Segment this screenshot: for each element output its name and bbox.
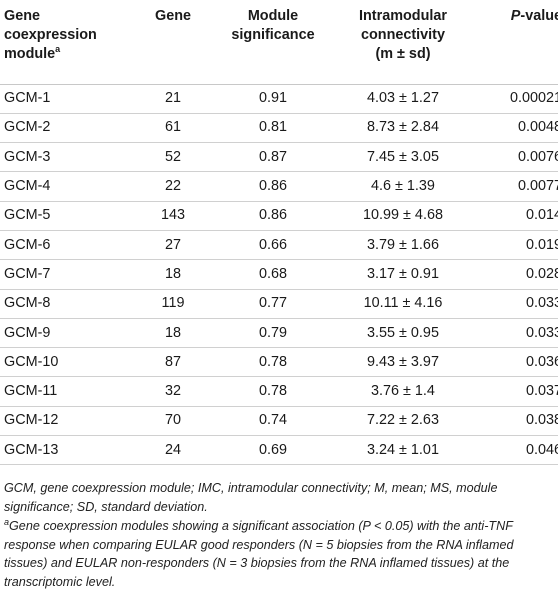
- header-gene: Gene: [129, 0, 217, 85]
- cell-module-significance: 0.79: [217, 318, 329, 349]
- cell-gene: 32: [129, 376, 217, 407]
- cell-module-significance: 0.78: [217, 376, 329, 407]
- cell-module: GCM-6: [0, 230, 129, 261]
- header-p-value: P-value: [477, 0, 558, 85]
- cell-module-significance: 0.74: [217, 406, 329, 437]
- table-row: GCM-10 87 0.78 9.43 ± 3.97 0.036: [0, 347, 558, 378]
- cell-intramodular-connectivity: 8.73 ± 2.84: [329, 113, 477, 144]
- cell-intramodular-connectivity: 3.17 ± 0.91: [329, 259, 477, 290]
- header-intramodular-connectivity: Intramodular connectivity (m ± sd): [329, 0, 477, 85]
- cell-gene: 18: [129, 318, 217, 349]
- cell-intramodular-connectivity: 3.24 ± 1.01: [329, 435, 477, 466]
- table-row: GCM-13 24 0.69 3.24 ± 1.01 0.046: [0, 435, 558, 466]
- table-row: GCM-3 52 0.87 7.45 ± 3.05 0.0076: [0, 142, 558, 173]
- header-module-significance: Module significance: [217, 0, 329, 85]
- table-row: GCM-1 21 0.91 4.03 ± 1.27 0.00021: [0, 84, 558, 114]
- cell-module: GCM-4: [0, 171, 129, 202]
- cell-gene: 119: [129, 289, 217, 319]
- cell-module-significance: 0.87: [217, 142, 329, 173]
- abbreviations-note: GCM, gene coexpression module; IMC, intr…: [4, 481, 498, 514]
- cell-intramodular-connectivity: 10.99 ± 4.68: [329, 201, 477, 231]
- cell-intramodular-connectivity: 4.03 ± 1.27: [329, 84, 477, 114]
- table-row: GCM-6 27 0.66 3.79 ± 1.66 0.019: [0, 230, 558, 261]
- cell-module-significance: 0.66: [217, 230, 329, 261]
- cell-gene: 61: [129, 113, 217, 144]
- cell-gene: 52: [129, 142, 217, 173]
- cell-module-significance: 0.91: [217, 84, 329, 114]
- cell-gene: 18: [129, 259, 217, 290]
- cell-module: GCM-10: [0, 347, 129, 378]
- table-header: Gene coexpression modulea Gene Module si…: [0, 0, 558, 85]
- cell-module-significance: 0.86: [217, 201, 329, 231]
- footnote-a: aGene coexpression modules showing a sig…: [4, 517, 514, 589]
- cell-module: GCM-8: [0, 289, 129, 319]
- cell-p-value: 0.00021: [477, 84, 558, 114]
- cell-p-value: 0.019: [477, 230, 558, 261]
- table-body: GCM-1 21 0.91 4.03 ± 1.27 0.00021 GCM-2 61 0.81…: [0, 84, 558, 466]
- cell-intramodular-connectivity: 9.43 ± 3.97: [329, 347, 477, 378]
- table-row: GCM-4 22 0.86 4.6 ± 1.39 0.0077: [0, 171, 558, 202]
- cell-module-significance: 0.77: [217, 289, 329, 319]
- cell-module: GCM-11: [0, 376, 129, 407]
- cell-module: GCM-7: [0, 259, 129, 290]
- cell-module: GCM-5: [0, 201, 129, 231]
- cell-p-value: 0.0076: [477, 142, 558, 173]
- header-gene-coexpression-module: Gene coexpression modulea: [0, 0, 129, 85]
- cell-gene: 24: [129, 435, 217, 466]
- cell-module: GCM-9: [0, 318, 129, 349]
- cell-intramodular-connectivity: 7.45 ± 3.05: [329, 142, 477, 173]
- cell-gene: 70: [129, 406, 217, 437]
- cell-intramodular-connectivity: 3.55 ± 0.95: [329, 318, 477, 349]
- cell-module-significance: 0.81: [217, 113, 329, 144]
- cell-module: GCM-1: [0, 84, 129, 114]
- cell-p-value: 0.0048: [477, 113, 558, 144]
- cell-module: GCM-2: [0, 113, 129, 144]
- table-row: GCM-9 18 0.79 3.55 ± 0.95 0.033: [0, 318, 558, 349]
- cell-p-value: 0.033: [477, 289, 558, 319]
- cell-p-value: 0.0077: [477, 171, 558, 202]
- cell-p-value: 0.014: [477, 201, 558, 231]
- cell-p-value: 0.033: [477, 318, 558, 349]
- table-notes: GCM, gene coexpression module; IMC, intr…: [0, 465, 558, 591]
- cell-module: GCM-3: [0, 142, 129, 173]
- cell-intramodular-connectivity: 3.76 ± 1.4: [329, 376, 477, 407]
- table-row: GCM-11 32 0.78 3.76 ± 1.4 0.037: [0, 376, 558, 407]
- cell-p-value: 0.037: [477, 376, 558, 407]
- cell-gene: 143: [129, 201, 217, 231]
- cell-p-value: 0.038: [477, 406, 558, 437]
- cell-gene: 27: [129, 230, 217, 261]
- cell-p-value: 0.036: [477, 347, 558, 378]
- results-table: Gene coexpression modulea Gene Module si…: [0, 0, 558, 466]
- cell-gene: 22: [129, 171, 217, 202]
- cell-module-significance: 0.69: [217, 435, 329, 466]
- cell-intramodular-connectivity: 7.22 ± 2.63: [329, 406, 477, 437]
- cell-p-value: 0.046: [477, 435, 558, 466]
- cell-module-significance: 0.78: [217, 347, 329, 378]
- cell-module-significance: 0.68: [217, 259, 329, 290]
- cell-gene: 87: [129, 347, 217, 378]
- cell-gene: 21: [129, 84, 217, 114]
- cell-intramodular-connectivity: 4.6 ± 1.39: [329, 171, 477, 202]
- cell-module: GCM-13: [0, 435, 129, 466]
- table-row: GCM-8 119 0.77 10.11 ± 4.16 0.033: [0, 289, 558, 319]
- footnote-marker-a: a: [55, 44, 61, 55]
- table-row: GCM-12 70 0.74 7.22 ± 2.63 0.038: [0, 406, 558, 437]
- cell-intramodular-connectivity: 3.79 ± 1.66: [329, 230, 477, 261]
- cell-p-value: 0.028: [477, 259, 558, 290]
- table-row: GCM-5 143 0.86 10.99 ± 4.68 0.014: [0, 201, 558, 231]
- cell-module: GCM-12: [0, 406, 129, 437]
- cell-module-significance: 0.86: [217, 171, 329, 202]
- table-row: GCM-2 61 0.81 8.73 ± 2.84 0.0048: [0, 113, 558, 144]
- table-row: GCM-7 18 0.68 3.17 ± 0.91 0.028: [0, 259, 558, 290]
- cell-intramodular-connectivity: 10.11 ± 4.16: [329, 289, 477, 319]
